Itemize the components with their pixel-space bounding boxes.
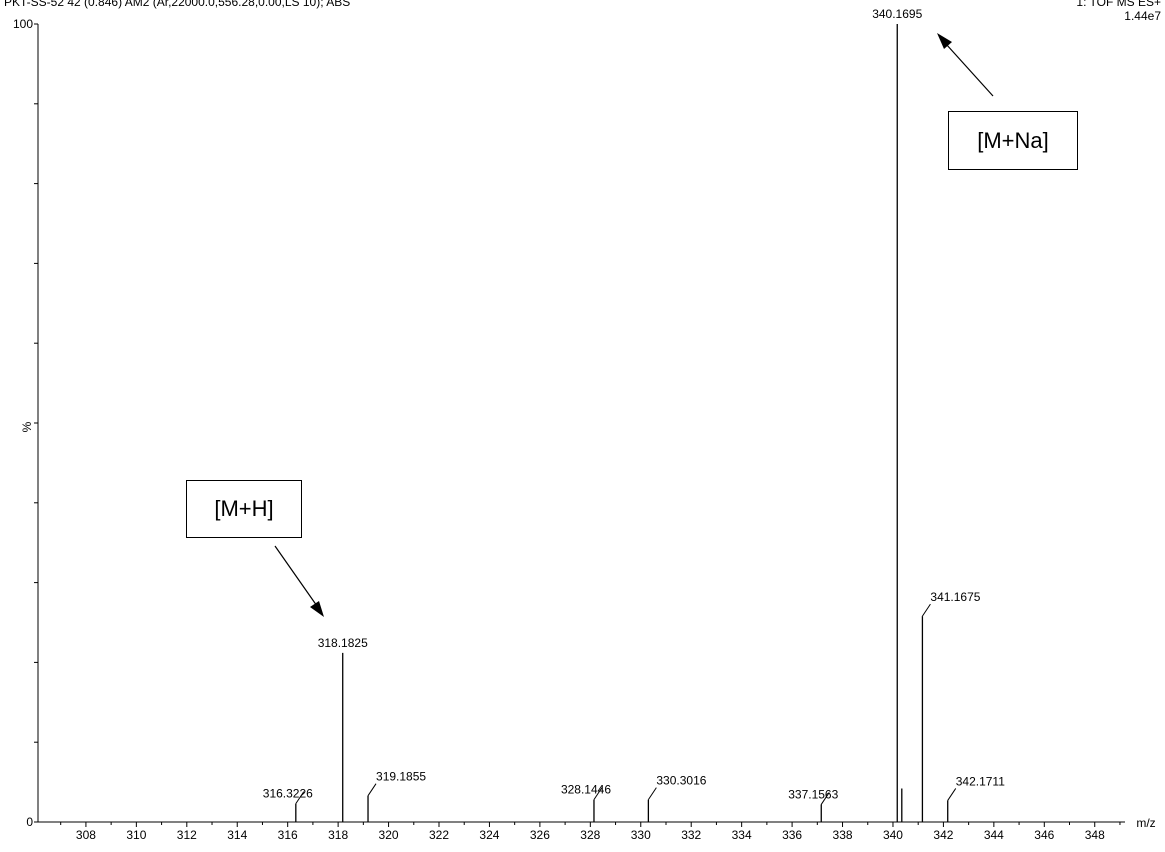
intensity-scale-label: 1.44e7: [1124, 9, 1161, 23]
scan-function-label: 1: TOF MS ES+: [1076, 0, 1161, 9]
arrow-mh-head: [310, 601, 324, 617]
x-tick-label: 340: [883, 828, 903, 842]
x-tick-label: 346: [1034, 828, 1054, 842]
x-tick-label: 328: [580, 828, 600, 842]
peak-label: 340.1695: [872, 7, 922, 21]
x-tick-label: 332: [681, 828, 701, 842]
peak-label: 342.1711: [956, 774, 1005, 788]
m-plus-h-annotation: [M+H]: [186, 480, 302, 538]
x-tick-label: 334: [732, 828, 752, 842]
arrow-mna-line: [945, 43, 994, 97]
peak-label: 341.1675: [930, 590, 980, 604]
y-tick-label: 100: [13, 17, 33, 31]
peak-label: 319.1855: [376, 770, 426, 784]
peak-label: 328.1446: [561, 783, 611, 797]
x-tick-label: 326: [530, 828, 550, 842]
peak-leader: [647, 787, 657, 800]
y-ticks: 0 100: [13, 17, 38, 829]
x-tick-label: 344: [984, 828, 1004, 842]
x-tick-label: 338: [833, 828, 853, 842]
peak-leader: [367, 783, 377, 796]
m-plus-na-annotation: [M+Na]: [948, 111, 1078, 170]
arrow-mh-line: [274, 545, 318, 607]
x-tick-label: 348: [1085, 828, 1105, 842]
y-tick-label: 0: [26, 815, 33, 829]
x-tick-label: 308: [76, 828, 96, 842]
x-tick-label: 320: [379, 828, 399, 842]
y-axis-label: %: [20, 421, 34, 432]
peak-label: 330.3016: [656, 774, 706, 788]
x-tick-label: 312: [177, 828, 197, 842]
x-tick-label: 336: [782, 828, 802, 842]
x-tick-label: 314: [227, 828, 247, 842]
x-tick-label: 318: [328, 828, 348, 842]
annotation-arrows: [274, 33, 994, 617]
x-tick-label: 322: [429, 828, 449, 842]
x-tick-label: 310: [126, 828, 146, 842]
x-tick-label: 324: [479, 828, 499, 842]
x-axis-label: m/z: [1136, 816, 1155, 830]
peak-label: 316.3226: [263, 787, 313, 801]
x-ticks: 308 310 312 314 316 318 320 322 324 326 328 330 332 3…: [60, 822, 1121, 842]
peak-leader: [947, 788, 957, 801]
peak-leader: [295, 791, 305, 804]
peak-label: 337.1563: [788, 787, 838, 801]
peak-label: 318.1825: [318, 636, 368, 650]
arrow-mna-head: [937, 33, 952, 49]
spectrum-header-info: PKT-SS-52 42 (0.846) AM2 (Ar,22000.0,556…: [4, 0, 351, 9]
x-tick-label: 330: [631, 828, 651, 842]
x-tick-label: 342: [933, 828, 953, 842]
peak-leader: [820, 792, 830, 805]
peaks: 316.3226 318.1825 319.1855 328.1446 330.3016…: [263, 7, 1005, 822]
peak-leader: [922, 603, 931, 617]
peak-leader: [593, 787, 603, 800]
x-tick-label: 316: [278, 828, 298, 842]
